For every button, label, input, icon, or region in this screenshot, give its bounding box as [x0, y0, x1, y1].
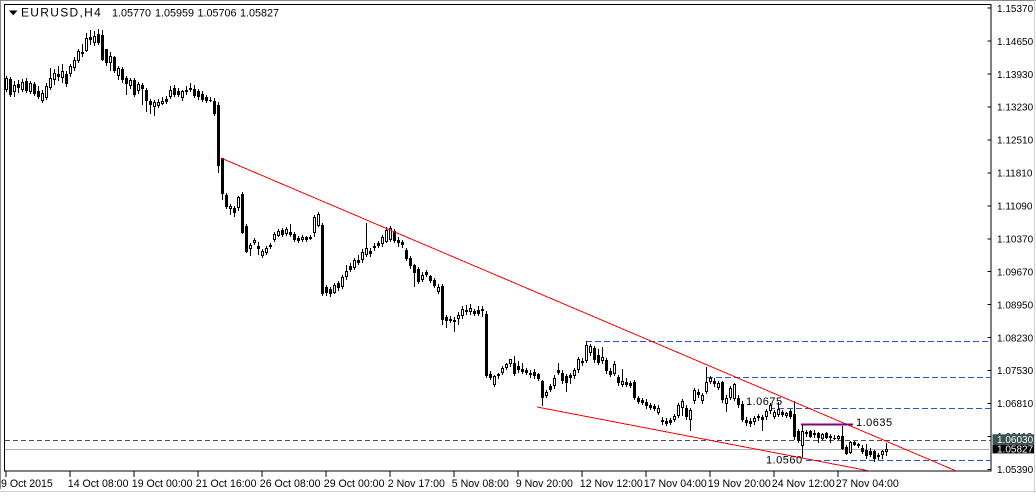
svg-text:1.05390: 1.05390 — [997, 465, 1034, 476]
svg-text:1.08950: 1.08950 — [997, 300, 1034, 311]
svg-text:1.06030: 1.06030 — [997, 435, 1034, 446]
svg-text:1.13930: 1.13930 — [997, 70, 1034, 81]
svg-text:12 Nov 12:00: 12 Nov 12:00 — [580, 478, 643, 490]
svg-text:21 Oct 16:00: 21 Oct 16:00 — [196, 478, 257, 490]
svg-text:1.0560: 1.0560 — [766, 455, 803, 467]
svg-text:14 Oct 08:00: 14 Oct 08:00 — [68, 478, 129, 490]
svg-text:1.05827: 1.05827 — [997, 445, 1034, 456]
svg-text:1.05959: 1.05959 — [155, 8, 194, 20]
svg-text:19 Nov 20:00: 19 Nov 20:00 — [708, 478, 771, 490]
svg-text:1.15370: 1.15370 — [997, 4, 1034, 15]
svg-text:1.11090: 1.11090 — [997, 202, 1033, 213]
svg-text:26 Oct 08:00: 26 Oct 08:00 — [260, 478, 321, 490]
svg-text:19 Oct 00:00: 19 Oct 00:00 — [132, 478, 193, 490]
svg-text:1.05706: 1.05706 — [198, 8, 237, 20]
svg-text:17 Nov 04:00: 17 Nov 04:00 — [644, 478, 707, 490]
svg-text:1.12510: 1.12510 — [997, 136, 1034, 147]
svg-text:1.05827: 1.05827 — [240, 8, 279, 20]
svg-text:1.0635: 1.0635 — [856, 417, 893, 429]
svg-text:1.0675: 1.0675 — [746, 396, 783, 408]
svg-text:1.09670: 1.09670 — [997, 267, 1034, 278]
svg-text:1.05770: 1.05770 — [112, 8, 151, 20]
svg-text:1.11810: 1.11810 — [997, 169, 1033, 180]
svg-text:1.14650: 1.14650 — [997, 37, 1034, 48]
svg-text:1.07530: 1.07530 — [997, 366, 1034, 377]
svg-text:1.08230: 1.08230 — [997, 333, 1034, 344]
svg-text:EURUSD,H4: EURUSD,H4 — [21, 6, 102, 20]
svg-text:1.13230: 1.13230 — [997, 103, 1034, 114]
svg-text:24 Nov 12:00: 24 Nov 12:00 — [772, 478, 835, 490]
svg-text:9 Nov 20:00: 9 Nov 20:00 — [516, 478, 573, 490]
svg-text:1.10370: 1.10370 — [997, 235, 1034, 246]
svg-text:5 Nov 08:00: 5 Nov 08:00 — [452, 478, 509, 490]
svg-text:1.06810: 1.06810 — [997, 399, 1034, 410]
svg-text:9 Oct 2015: 9 Oct 2015 — [1, 478, 53, 490]
svg-text:27 Nov 04:00: 27 Nov 04:00 — [836, 478, 899, 490]
svg-text:29 Oct 00:00: 29 Oct 00:00 — [324, 478, 385, 490]
svg-text:2 Nov 17:00: 2 Nov 17:00 — [388, 478, 445, 490]
